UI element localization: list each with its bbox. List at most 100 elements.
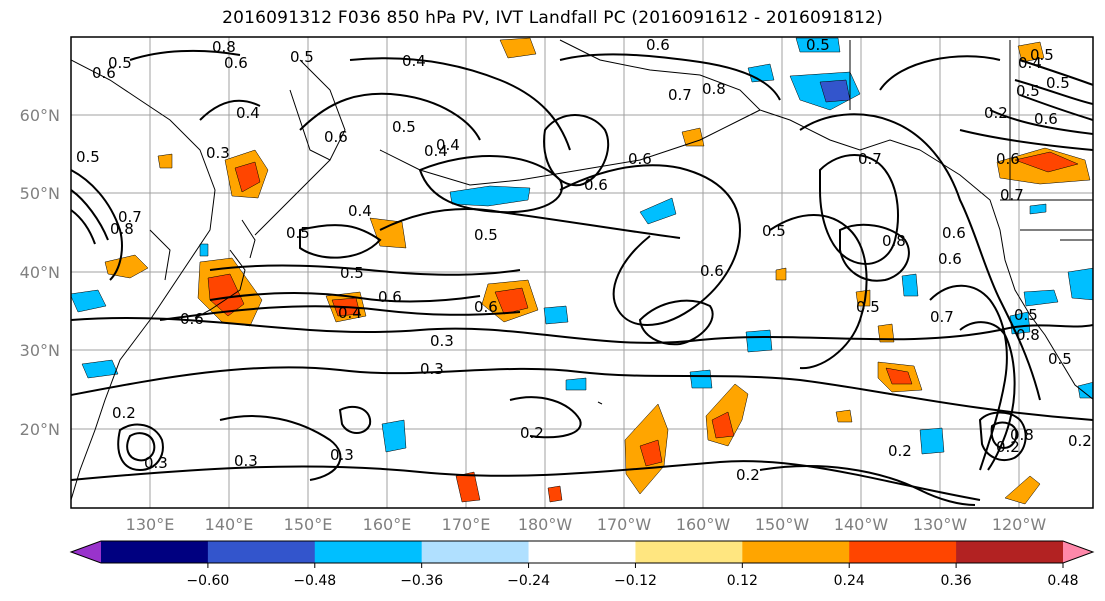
contour-label: 0.7	[930, 308, 954, 326]
colorbar-bin	[314, 541, 423, 563]
contour-label: 0.8	[882, 232, 906, 250]
contour-label: 0.6	[996, 150, 1020, 168]
contour-label: 0.8	[702, 80, 726, 98]
contour-label: 0.4	[402, 52, 426, 70]
lon-label: 130°E	[126, 515, 175, 534]
contour-label: 0.5	[1016, 82, 1040, 100]
contour-label: 0.7	[118, 208, 142, 226]
colorbar-bin	[635, 541, 743, 563]
lon-label: 130°W	[913, 515, 968, 534]
contour-label: 0.5	[1030, 46, 1054, 64]
colorbar-tick-label: −0.12	[614, 573, 657, 589]
lon-label: 150°W	[755, 515, 810, 534]
contour-label: 0.5	[474, 226, 498, 244]
contour-label: 0.2	[112, 404, 136, 422]
contour-label: 0.2	[520, 424, 544, 442]
contour-label: 0.3	[234, 452, 258, 470]
contour-label: 0.8	[212, 38, 236, 56]
colorbar-tick-label: 0.48	[1047, 573, 1078, 589]
colorbar-bin	[421, 541, 530, 563]
contour-label: 0.6	[224, 54, 248, 72]
contour-label: 0.5	[1014, 306, 1038, 324]
colorbar-bin	[528, 541, 636, 563]
lon-label: 140°W	[834, 515, 889, 534]
map-border	[70, 36, 1094, 509]
colorbar-tick-label: −0.60	[186, 573, 229, 589]
contour-label: 0.8	[110, 220, 134, 238]
contour-labels: 0.6 0.5 0.8 0.6 0.5 0.4 0.5 0.6 0.4 0.7 …	[76, 36, 1092, 484]
contour-label: 0.8	[1010, 426, 1034, 444]
lon-label: 150°E	[284, 515, 333, 534]
colorbar: −0.60 −0.48 −0.36 −0.24 −0.12 0.12 0.24 0.36 0.4…	[69, 540, 1095, 589]
contour-label: 0.2	[888, 442, 912, 460]
lon-label: 170°E	[442, 515, 491, 534]
contour-label: 0.4	[424, 142, 448, 160]
lat-label: 40°N	[20, 263, 60, 282]
colorbar-outline	[69, 540, 1095, 564]
contour-label: 0.4	[1018, 54, 1042, 72]
contour-label: 0.5	[1046, 74, 1070, 92]
contour-label: 0.6	[180, 310, 204, 328]
contour-label: 0.6	[474, 298, 498, 316]
contour-label: 0.7	[668, 86, 692, 104]
contour-label: 0.3	[420, 360, 444, 378]
contour-label: 0.2	[1068, 432, 1092, 450]
contour-label: 0.4	[338, 304, 362, 322]
colorbar-extend-low	[71, 541, 101, 563]
lon-label: 120°W	[992, 515, 1047, 534]
contour-label: 0.5	[76, 148, 100, 166]
colorbar-tick-label: −0.36	[400, 573, 443, 589]
contour-label: 0.5	[856, 298, 880, 316]
lon-label: 160°W	[676, 515, 731, 534]
lon-label: 160°E	[363, 515, 412, 534]
contour-label: 0.4	[436, 136, 460, 154]
contour-label: 0.5	[340, 264, 364, 282]
colorbar-tick-label: 0.12	[727, 573, 758, 589]
coastlines	[71, 39, 1093, 501]
contour-label: 0.3	[330, 446, 354, 464]
colorbar-extend-high	[1063, 541, 1093, 563]
contour-label: 0.3	[206, 144, 230, 162]
lon-label: 180°W	[518, 515, 573, 534]
lat-label: 60°N	[20, 106, 60, 125]
contour-label: 0.6	[324, 128, 348, 146]
contour-label: 0.5	[1048, 350, 1072, 368]
contour-label: 0.4	[348, 202, 372, 220]
contour-label: 0.7	[858, 150, 882, 168]
colorbar-bin	[956, 541, 1064, 563]
lon-label: 170°W	[597, 515, 652, 534]
colorbar-tick-label: 0.24	[834, 573, 865, 589]
lon-label: 140°E	[205, 515, 254, 534]
contour-label: 0.6	[938, 250, 962, 268]
contour-label: 0.6	[628, 150, 652, 168]
contour-label: 0.6	[584, 176, 608, 194]
contour-label: 0.6	[646, 36, 670, 54]
contour-label: 0.2	[984, 104, 1008, 122]
colorbar-tick-label: 0.36	[941, 573, 972, 589]
contour-label: 0.5	[392, 118, 416, 136]
contour-label: 0.5	[290, 48, 314, 66]
contour-label: 0.2	[996, 438, 1020, 456]
contour-label: 0.6	[92, 64, 116, 82]
contour-label: 0.5	[806, 36, 830, 54]
contour-label: 0.6	[700, 262, 724, 280]
contour-label: 0.8	[1016, 326, 1040, 344]
contour-label: 0.6	[1034, 110, 1058, 128]
colorbar-bin	[207, 541, 316, 563]
colorbar-bin	[101, 541, 209, 563]
contour-label: 0.3	[144, 454, 168, 472]
contour-label: 0.7	[1000, 186, 1024, 204]
contour-label: 0.5	[762, 222, 786, 240]
ivt-shading	[71, 37, 1093, 505]
contour-label: 0.5	[286, 224, 310, 242]
colorbar-bin	[742, 541, 850, 563]
contour-label: 0.6	[378, 288, 402, 306]
contour-label: 0.6	[942, 224, 966, 242]
contour-label: 0.4	[236, 104, 260, 122]
pv-contours	[71, 49, 1093, 506]
contour-label: 0.5	[108, 54, 132, 72]
chart-title: 2016091312 F036 850 hPa PV, IVT Landfall…	[222, 8, 883, 28]
contour-label: 0.2	[736, 466, 760, 484]
lat-label: 30°N	[20, 341, 60, 360]
